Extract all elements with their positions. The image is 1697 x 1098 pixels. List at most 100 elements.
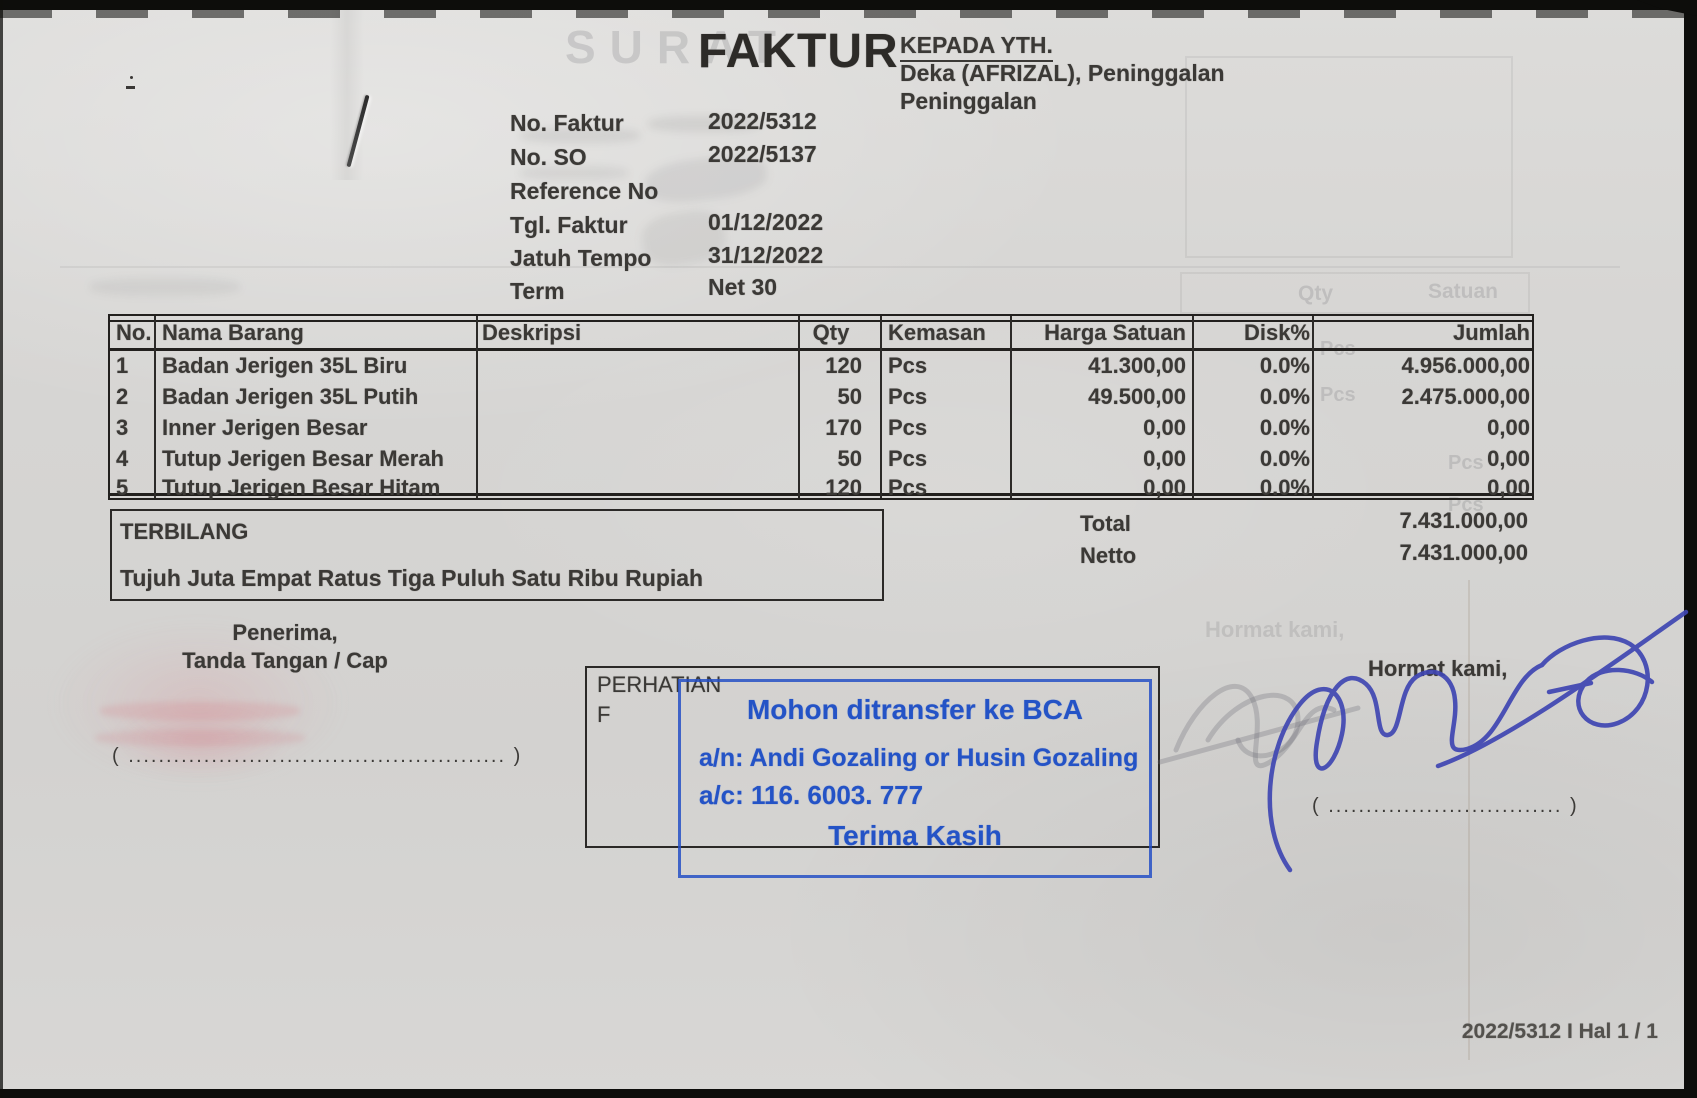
- document-title: FAKTUR: [698, 25, 899, 78]
- paper-crease: [330, 10, 364, 180]
- scan-edge-top-jagged: [0, 8, 1697, 18]
- penerima-label: Penerima,: [232, 620, 338, 645]
- info-label-no-faktur: No. Faktur: [510, 110, 624, 136]
- netto-label: Netto: [1080, 543, 1137, 568]
- cell-disk: 0.0%: [1259, 475, 1310, 500]
- pen-mark-dash: [126, 86, 135, 89]
- bank-transfer-stamp: Mohon ditransfer ke BCA a/n: Andi Gozali…: [678, 679, 1152, 878]
- penerima-signature-line: ( ......................................…: [112, 745, 523, 767]
- pen-signature: [1267, 609, 1689, 873]
- cell-disk: 0.0%: [1259, 353, 1310, 378]
- cell-disk: 0.0%: [1259, 446, 1310, 471]
- perhatian-box: PERHATIAN F: [585, 666, 1160, 848]
- table-column-rule: [1192, 316, 1194, 498]
- column-header-nama-barang: Nama Barang: [162, 320, 304, 345]
- cell-nama-barang: Inner Jerigen Besar: [162, 415, 368, 440]
- ghost-text-blob: [90, 278, 240, 296]
- ghost-red-stamp-blob: [85, 692, 317, 788]
- info-value-term: Net 30: [708, 274, 778, 300]
- cell-disk: 0.0%: [1259, 415, 1310, 440]
- cell-nama-barang: Badan Jerigen 35L Putih: [162, 384, 419, 409]
- stamp-line-transfer: Mohon ditransfer ke BCA: [746, 694, 1084, 725]
- stamp-line-account-name: a/n: Andi Gozaling or Husin Gozaling: [699, 744, 1139, 772]
- table-inner-top-rule: [110, 320, 1532, 322]
- info-label-no-so: No. SO: [510, 144, 587, 170]
- perhatian-sublabel: F: [597, 702, 611, 727]
- netto-value: 7.431.000,00: [1399, 540, 1528, 565]
- scan-edge-right: [1684, 0, 1697, 1098]
- ghost-text-blob: [648, 116, 760, 132]
- ghost-text-blob: [520, 166, 628, 180]
- pen-mark-dot: [130, 76, 133, 79]
- info-label-reference-no: Reference No: [510, 178, 659, 204]
- terbilang-label: TERBILANG: [120, 519, 249, 544]
- table-column-rule: [880, 316, 882, 498]
- cell-nama-barang: Badan Jerigen 35L Biru: [162, 353, 408, 378]
- column-header-qty: Qty: [812, 320, 850, 345]
- cell-qty: 170: [825, 415, 862, 440]
- ghost-pcs-cell: Pcs: [1448, 452, 1484, 474]
- ghost-signature: [1157, 683, 1361, 769]
- column-header-kemasan: Kemasan: [888, 320, 986, 345]
- cell-harga-satuan: 0,00: [1143, 475, 1186, 500]
- table-column-rule: [798, 316, 800, 498]
- terbilang-text: Tujuh Juta Empat Ratus Tiga Puluh Satu R…: [120, 565, 704, 591]
- cell-no: 4: [116, 446, 129, 471]
- ghost-qty-header: Qty: [1298, 282, 1334, 305]
- stamp-line-thanks: Terima Kasih: [828, 820, 1002, 851]
- table-column-rule: [1312, 316, 1314, 498]
- cell-harga-satuan: 49.500,00: [1088, 384, 1186, 409]
- cell-jumlah: 2.475.000,00: [1401, 384, 1530, 409]
- ghost-table-header-outline: [1180, 272, 1530, 314]
- ghost-rule-line: [60, 266, 1620, 268]
- cell-no: 1: [116, 353, 129, 378]
- cell-no: 3: [116, 415, 129, 440]
- stamp-line-account-number: a/c: 116. 6003. 777: [699, 780, 924, 810]
- info-value-no-so: 2022/5137: [708, 141, 817, 167]
- column-header-disk: Disk%: [1243, 320, 1310, 345]
- info-label-tgl-faktur: Tgl. Faktur: [510, 212, 628, 238]
- info-value-tgl-faktur: 01/12/2022: [708, 209, 824, 235]
- column-header-no: No.: [116, 320, 152, 345]
- ghost-title-text: SURAT: [565, 21, 791, 73]
- cell-qty: 50: [837, 384, 862, 409]
- recipient-name: Deka (AFRIZAL), Peninggalan: [900, 60, 1225, 86]
- info-value-no-faktur: 2022/5312: [708, 108, 817, 134]
- hormat-kami-label: Hormat kami,: [1368, 656, 1508, 681]
- column-header-deskripsi: Deskripsi: [482, 320, 582, 345]
- cell-kemasan: Pcs: [888, 446, 928, 471]
- cell-kemasan: Pcs: [888, 415, 928, 440]
- info-label-jatuh-tempo: Jatuh Tempo: [510, 245, 652, 271]
- signature-overlay: [1157, 609, 1689, 873]
- ghost-box-outline: [1185, 56, 1513, 258]
- ghost-red-stamp-text: [95, 730, 305, 746]
- ghost-satuan-header: Satuan: [1428, 280, 1499, 303]
- cell-jumlah: 0,00: [1487, 415, 1530, 440]
- cell-qty: 120: [825, 475, 862, 500]
- cell-jumlah: 0,00: [1487, 446, 1530, 471]
- hormat-signature-line: ( ............................... ): [1312, 795, 1579, 817]
- column-header-jumlah: Jumlah: [1452, 320, 1530, 345]
- cell-nama-barang: Tutup Jerigen Besar Merah: [162, 446, 444, 471]
- scan-edge-left: [0, 0, 3, 1098]
- cell-nama-barang: Tutup Jerigen Besar Hitam: [162, 475, 441, 500]
- cell-kemasan: Pcs: [888, 384, 928, 409]
- total-value: 7.431.000,00: [1399, 508, 1528, 533]
- total-label: Total: [1080, 511, 1131, 536]
- ghost-pcs-cell: Pcs: [1320, 384, 1356, 406]
- table-column-rule: [154, 316, 156, 498]
- table-column-rule: [476, 316, 478, 498]
- cell-harga-satuan: 0,00: [1143, 446, 1186, 471]
- cell-kemasan: Pcs: [888, 353, 928, 378]
- cell-jumlah: 0,00: [1487, 475, 1530, 500]
- table-bottom-rule: [110, 493, 1532, 496]
- cell-no: 5: [116, 475, 129, 500]
- perhatian-label: PERHATIAN: [597, 672, 722, 697]
- items-table: No. Nama Barang Deskripsi Qty Kemasan Ha…: [108, 314, 1534, 500]
- footer-page-info: 2022/5312 I Hal 1 / 1: [1461, 1020, 1658, 1043]
- ghost-red-stamp-text: [100, 702, 300, 720]
- ghost-text-blob: [520, 128, 640, 143]
- scan-edge-top: [0, 0, 1697, 10]
- scan-edge-bottom: [0, 1089, 1697, 1098]
- info-label-term: Term: [510, 278, 565, 304]
